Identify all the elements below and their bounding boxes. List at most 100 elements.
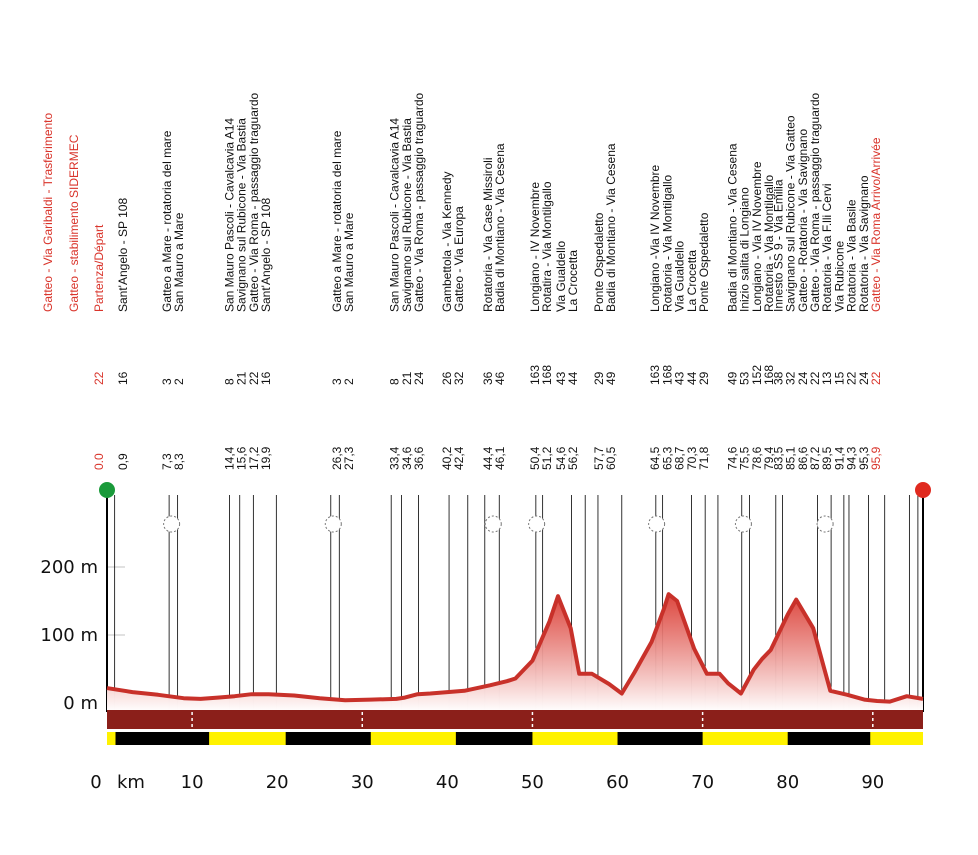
waypoint-alt-8-0: 163 (528, 365, 542, 385)
waypoint-label-9-0: Via Gualdello (554, 241, 568, 312)
waypoint-alt-13-3: 22 (808, 371, 822, 385)
waypoint-km-10-1: 60,5 (604, 446, 618, 470)
grid-layer (107, 566, 125, 636)
waypoint-km-13-1: 85,1 (784, 446, 798, 470)
waypoint-km-5-2: 36,6 (412, 446, 426, 470)
profile-line (106, 592, 924, 704)
waypoint-label-9-1: La Crocetta (566, 250, 580, 312)
waypoint-km-11-2: 68,7 (673, 446, 687, 470)
x-tick-label-4: 40 (436, 772, 459, 793)
x-tick-label-9: 90 (861, 772, 884, 793)
x-axis-ticks: 0 10 20 30 40 50 60 70 80 90 (90, 772, 884, 793)
waypoint-alt-7-1: 46 (493, 371, 507, 385)
waypoint-km-9-0: 54,6 (554, 446, 568, 470)
waypoint-alt-4-1: 2 (342, 378, 356, 385)
waypoint-label-12-0: Badia di Montiano - Via Cesena (725, 143, 739, 312)
waypoint-alt-13-8: 22 (869, 371, 883, 385)
waypoint-label-4-0: Gatteo a Mare - rotatoria del mare (330, 130, 344, 312)
waypoint-km-3-3: 19,9 (259, 446, 273, 470)
km-bar-black-3 (617, 732, 703, 745)
waypoint-label-13-8: Gatteo - Via Roma Arrivo/Arrivée (869, 137, 883, 312)
roundabout-marker-12 (734, 515, 752, 533)
waypoint-km-11-0: 64,5 (648, 446, 662, 470)
waypoint-label-2-0: Gatteo a Mare - rotatoria del mare (160, 130, 174, 312)
waypoint-label-11-0: Longiano -Via IV Novembre (648, 164, 662, 312)
roundabout-marker-7 (484, 515, 502, 533)
waypoint-km-13-3: 87,2 (808, 446, 822, 470)
waypoint-km-5-1: 34,6 (400, 446, 414, 470)
waypoint-km-11-3: 70,3 (685, 446, 699, 470)
roundabout-marker-4 (324, 515, 342, 533)
waypoint-label-1-0: Sant'Angelo - SP 108 (116, 198, 130, 312)
waypoint-label-13-6: Rotatoria - Via Basile (845, 199, 859, 312)
y-tick-label-1: 100 m (40, 625, 98, 646)
y-tick-label-2: 200 m (40, 557, 98, 578)
waypoint-alt-11-0: 163 (648, 365, 662, 385)
waypoint-alt-10-1: 49 (604, 371, 618, 385)
profile-area (107, 594, 923, 712)
waypoint-km-8-1: 51,2 (540, 446, 554, 470)
waypoint-label-11-4: Ponte Ospedaletto (697, 212, 711, 312)
waypoint-km-13-2: 86,6 (796, 446, 810, 470)
waypoint-km-1-0: 0,9 (116, 453, 130, 470)
waypoint-km-13-8: 95,9 (869, 446, 883, 470)
waypoint-alt-13-1: 32 (784, 371, 798, 385)
waypoint-km-0-0: 0.0 (92, 453, 106, 470)
waypoint-km-13-0: 83,5 (771, 446, 785, 470)
waypoint-alt-3-2: 22 (247, 371, 261, 385)
waypoint-label-6-1: Gatteo - Via Europa (452, 206, 466, 312)
waypoint-alt-12-2: 152 (750, 365, 764, 385)
x-axis-unit: km (117, 772, 145, 793)
waypoint-alt-5-2: 24 (412, 371, 426, 385)
waypoint-alt-3-3: 16 (259, 371, 273, 385)
roundabout-marker-11 (648, 515, 666, 533)
waypoint-alt-5-1: 21 (400, 371, 414, 385)
finish-dot (915, 482, 931, 498)
waypoint-label-8-0: Longiano - IV Novembre (528, 182, 542, 312)
roundabout-marker-8 (528, 515, 546, 533)
waypoint-alt-7-0: 36 (481, 371, 495, 385)
waypoint-km-11-1: 65,3 (660, 446, 674, 470)
waypoint-label-10-1: Badia di Montiano - Via Cesena (604, 143, 618, 312)
waypoint-alt-5-0: 8 (388, 378, 402, 385)
header-label-stabilimento: Gatteo - stabilimento SIDERMEC (67, 134, 81, 312)
x-tick-label-8: 80 (776, 772, 799, 793)
waypoint-alt-9-1: 44 (566, 371, 580, 385)
waypoint-label-10-0: Ponte Ospedaletto (592, 212, 606, 312)
x-tick-label-1: 10 (181, 772, 204, 793)
waypoint-alt-13-0: 38 (771, 371, 785, 385)
header-label-trasferimento: Gatteo - Via Garibaldi - Trasferimento (41, 112, 55, 312)
km-bar-black-1 (285, 732, 371, 745)
y-axis-ticks: 0 m 100 m 200 m (40, 557, 98, 714)
x-tick-label-0: 0 (90, 772, 101, 793)
km-bar-black-0 (115, 732, 210, 745)
km-distance-bar (99, 482, 931, 745)
waypoint-km-7-1: 46,1 (493, 446, 507, 470)
waypoint-alt-11-4: 29 (697, 371, 711, 385)
waypoint-km-12-3: 79,4 (762, 446, 776, 470)
waypoint-alt-3-1: 21 (235, 371, 249, 385)
road-band (107, 710, 923, 729)
waypoint-alt-13-4: 13 (820, 371, 834, 385)
waypoint-km-4-0: 26,3 (330, 446, 344, 470)
waypoint-alt-13-7: 24 (857, 371, 871, 385)
waypoint-km-11-4: 71,8 (697, 446, 711, 470)
x-tick-label-2: 20 (266, 772, 289, 793)
waypoint-km-13-7: 95,3 (857, 446, 871, 470)
waypoint-label-13-1: Savignano sul Rubicone - Via Gatteo (784, 115, 798, 312)
waypoint-alt-6-0: 26 (440, 371, 454, 385)
waypoint-km-2-1: 8,3 (172, 453, 186, 470)
waypoint-km-5-0: 33,4 (388, 446, 402, 470)
waypoint-alt-8-1: 168 (540, 365, 554, 385)
waypoint-label-13-5: Via Rubicone (832, 241, 846, 312)
waypoint-km-12-0: 74,6 (725, 446, 739, 470)
waypoint-km-3-2: 17,2 (247, 446, 261, 470)
waypoint-alt-6-1: 32 (452, 371, 466, 385)
waypoint-label-4-1: San Mauro a Mare (342, 212, 356, 312)
waypoint-km-2-0: 7,3 (160, 453, 174, 470)
waypoint-km-3-0: 14,4 (222, 446, 236, 470)
waypoint-alt-11-2: 43 (673, 371, 687, 385)
x-tick-label-7: 70 (691, 772, 714, 793)
